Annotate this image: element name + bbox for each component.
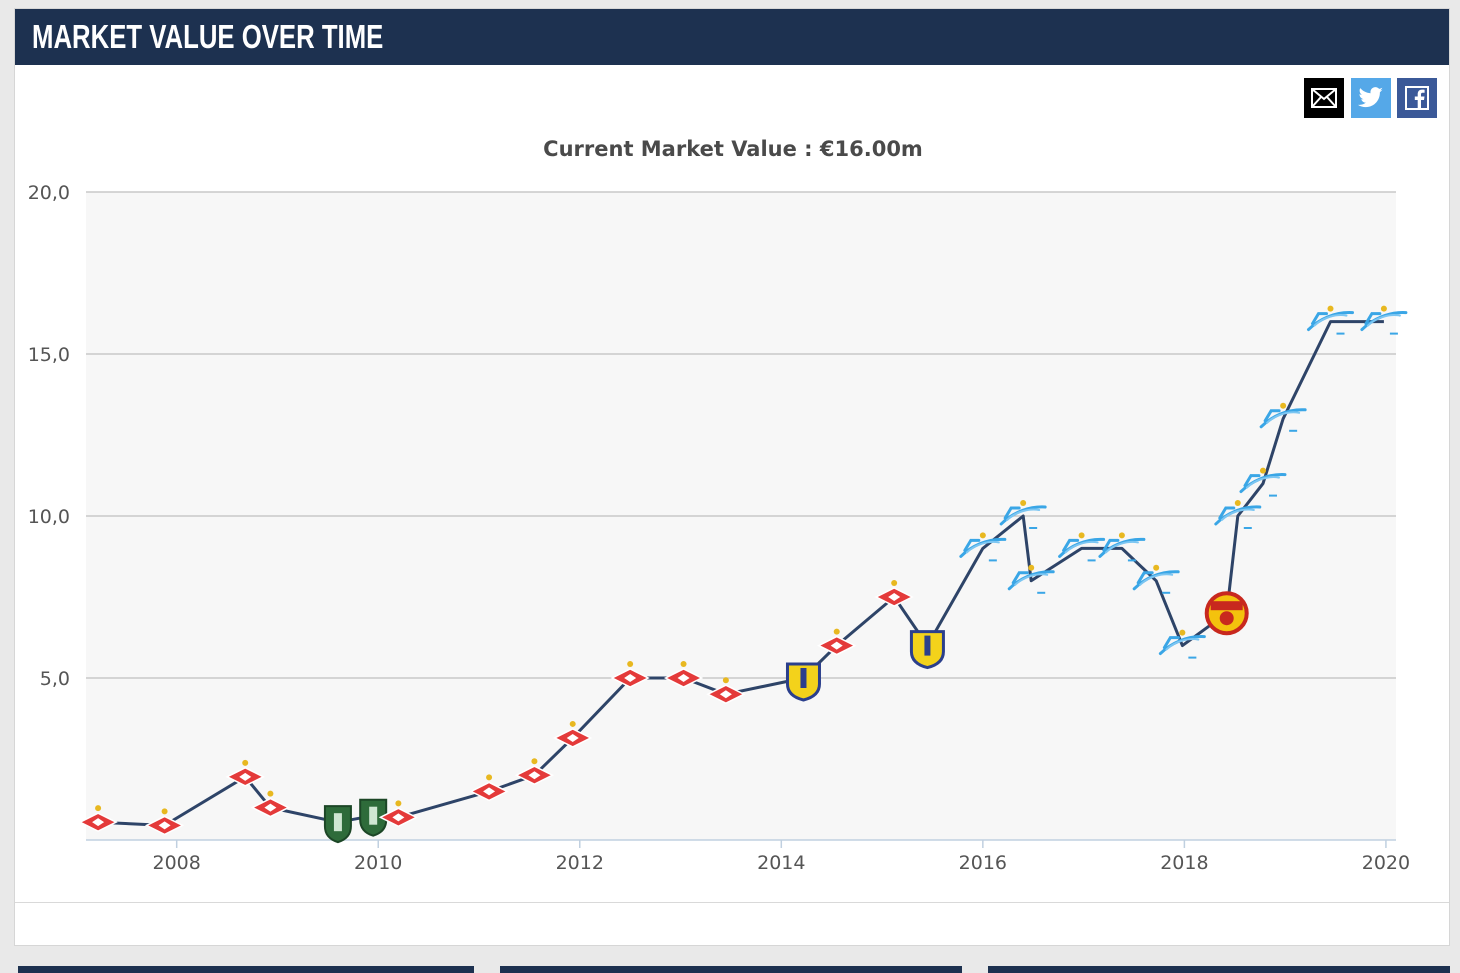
- data-point-zenit: [1239, 467, 1287, 497]
- card-title: MARKET VALUE OVER TIME: [32, 18, 384, 55]
- x-tick-label: 2020: [1362, 852, 1410, 874]
- share-email-button[interactable]: [1304, 78, 1344, 118]
- bottom-section-tab: [988, 966, 1450, 973]
- data-point-spartak: [663, 661, 704, 688]
- facebook-f-icon: [1405, 86, 1429, 110]
- card-footer-divider: [15, 902, 1449, 903]
- x-tick-label: 2010: [354, 852, 402, 874]
- envelope-icon: [1311, 88, 1337, 108]
- data-point-spartak: [144, 808, 185, 836]
- data-point-rostov: [909, 630, 945, 670]
- x-tick-label: 2012: [556, 852, 604, 874]
- data-point-spartak: [378, 800, 419, 828]
- bottom-section-tab: [500, 966, 962, 973]
- data-point-zenit: [959, 532, 1007, 562]
- x-tick-label: 2008: [153, 852, 201, 874]
- data-point-rostov: [785, 662, 821, 702]
- y-tick-label: 20,0: [28, 182, 70, 204]
- data-point-zenit: [1158, 629, 1206, 659]
- data-point-spartak: [78, 805, 118, 833]
- data-point-spartak: [225, 759, 265, 787]
- data-point-zenit: [1007, 564, 1055, 594]
- x-tick-label: 2014: [757, 852, 805, 874]
- data-point-spartak: [610, 661, 650, 688]
- data-point-spartak: [817, 628, 857, 656]
- data-point-spartak: [250, 790, 291, 818]
- data-point-zenit: [1132, 564, 1180, 594]
- x-tick-label: 2018: [1160, 852, 1208, 874]
- bottom-section-tab: [18, 966, 474, 973]
- data-point-spartak: [706, 677, 746, 705]
- data-point-tom: [323, 805, 352, 844]
- data-point-spartak: [553, 720, 593, 748]
- twitter-bird-icon: [1358, 87, 1383, 108]
- card-header: MARKET VALUE OVER TIME: [15, 9, 1449, 65]
- data-point-spartak: [874, 580, 914, 607]
- data-point-zenit: [1098, 532, 1146, 562]
- y-tick-label: 10,0: [28, 506, 70, 528]
- y-tick-label: 5,0: [40, 668, 70, 690]
- data-point-zenit: [999, 500, 1047, 529]
- data-point-zenit: [1307, 305, 1354, 335]
- data-point-spartak: [514, 758, 555, 786]
- chart-title: Current Market Value : €16.00m: [543, 137, 923, 161]
- x-tick-label: 2016: [959, 852, 1007, 874]
- data-point-tom: [359, 798, 388, 837]
- data-point-zenit: [1058, 532, 1106, 562]
- share-facebook-button[interactable]: [1397, 78, 1437, 118]
- share-twitter-button[interactable]: [1351, 78, 1391, 118]
- y-tick-label: 15,0: [28, 344, 70, 366]
- data-point-spartak: [469, 774, 509, 802]
- data-point-arsenal-tula: [1204, 591, 1249, 636]
- data-point-zenit: [1360, 305, 1408, 335]
- data-point-zenit: [1259, 402, 1307, 432]
- data-point-zenit: [1214, 500, 1262, 529]
